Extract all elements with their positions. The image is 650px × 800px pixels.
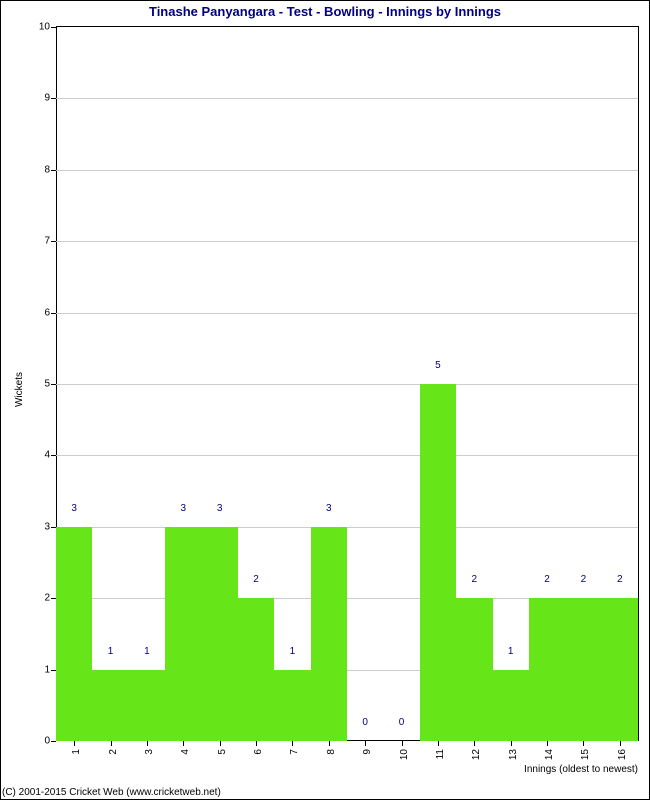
y-tick-label: 7 xyxy=(44,236,56,247)
bar-value-label: 2 xyxy=(617,574,623,585)
bar xyxy=(56,527,92,741)
y-tick-label: 6 xyxy=(44,307,56,318)
x-tick-mark xyxy=(183,741,184,746)
y-tick-label: 5 xyxy=(44,379,56,390)
y-tick-label: 3 xyxy=(44,521,56,532)
bar xyxy=(238,598,274,741)
y-tick-label: 2 xyxy=(44,593,56,604)
bar xyxy=(165,527,201,741)
bar-value-label: 3 xyxy=(181,503,187,514)
x-tick-mark xyxy=(256,741,257,746)
bar-value-label: 1 xyxy=(108,646,114,657)
bar-value-label: 5 xyxy=(435,360,441,371)
bar-value-label: 0 xyxy=(362,717,368,728)
bar-value-label: 0 xyxy=(399,717,405,728)
x-tick-mark xyxy=(111,741,112,746)
y-tick-label: 4 xyxy=(44,450,56,461)
x-tick-mark xyxy=(438,741,439,746)
x-tick-label: 12 xyxy=(471,749,482,760)
grid-line xyxy=(56,384,638,385)
y-axis-title: Wickets xyxy=(14,372,25,407)
bar-value-label: 3 xyxy=(326,503,332,514)
x-tick-label: 10 xyxy=(399,749,410,760)
x-tick-label: 13 xyxy=(508,749,519,760)
grid-line xyxy=(56,313,638,314)
bar xyxy=(529,598,565,741)
copyright-text: (C) 2001-2015 Cricket Web (www.cricketwe… xyxy=(2,787,221,798)
x-tick-mark xyxy=(329,741,330,746)
x-tick-mark xyxy=(474,741,475,746)
chart-title: Tinashe Panyangara - Test - Bowling - In… xyxy=(0,4,650,19)
x-tick-label: 14 xyxy=(544,749,555,760)
x-tick-mark xyxy=(147,741,148,746)
grid-line xyxy=(56,527,638,528)
bar xyxy=(311,527,347,741)
bar-value-label: 1 xyxy=(290,646,296,657)
x-tick-label: 2 xyxy=(108,749,119,755)
bar xyxy=(456,598,492,741)
x-tick-mark xyxy=(292,741,293,746)
y-tick-label: 0 xyxy=(44,736,56,747)
x-tick-mark xyxy=(511,741,512,746)
x-tick-label: 4 xyxy=(180,749,191,755)
y-tick-label: 1 xyxy=(44,664,56,675)
bar-value-label: 2 xyxy=(581,574,587,585)
x-tick-label: 7 xyxy=(289,749,300,755)
x-tick-label: 9 xyxy=(362,749,373,755)
bar xyxy=(92,670,128,741)
x-tick-mark xyxy=(220,741,221,746)
x-tick-label: 5 xyxy=(217,749,228,755)
x-tick-label: 8 xyxy=(326,749,337,755)
bar xyxy=(602,598,638,741)
plot-area: 0123456789103112133435261738090105112121… xyxy=(56,26,639,741)
x-tick-mark xyxy=(583,741,584,746)
x-tick-label: 3 xyxy=(144,749,155,755)
bar-value-label: 1 xyxy=(144,646,150,657)
x-tick-label: 15 xyxy=(580,749,591,760)
grid-line xyxy=(56,241,638,242)
bar-value-label: 3 xyxy=(217,503,223,514)
bar xyxy=(129,670,165,741)
bar-value-label: 2 xyxy=(253,574,259,585)
x-tick-label: 1 xyxy=(71,749,82,755)
bar xyxy=(420,384,456,741)
x-tick-label: 16 xyxy=(617,749,628,760)
x-axis-title: Innings (oldest to newest) xyxy=(524,764,638,775)
bar-value-label: 1 xyxy=(508,646,514,657)
bar-value-label: 2 xyxy=(472,574,478,585)
bar-value-label: 3 xyxy=(71,503,77,514)
bar xyxy=(493,670,529,741)
x-tick-mark xyxy=(365,741,366,746)
bar xyxy=(274,670,310,741)
x-tick-label: 6 xyxy=(253,749,264,755)
x-tick-mark xyxy=(547,741,548,746)
x-tick-label: 11 xyxy=(435,749,446,759)
x-tick-mark xyxy=(620,741,621,746)
y-tick-label: 8 xyxy=(44,164,56,175)
bar xyxy=(202,527,238,741)
grid-line xyxy=(56,170,638,171)
x-tick-mark xyxy=(402,741,403,746)
y-tick-label: 9 xyxy=(44,93,56,104)
y-tick-label: 10 xyxy=(39,22,56,33)
x-tick-mark xyxy=(74,741,75,746)
chart-container: Tinashe Panyangara - Test - Bowling - In… xyxy=(0,0,650,800)
grid-line xyxy=(56,98,638,99)
bar xyxy=(565,598,601,741)
bar-value-label: 2 xyxy=(544,574,550,585)
grid-line xyxy=(56,455,638,456)
